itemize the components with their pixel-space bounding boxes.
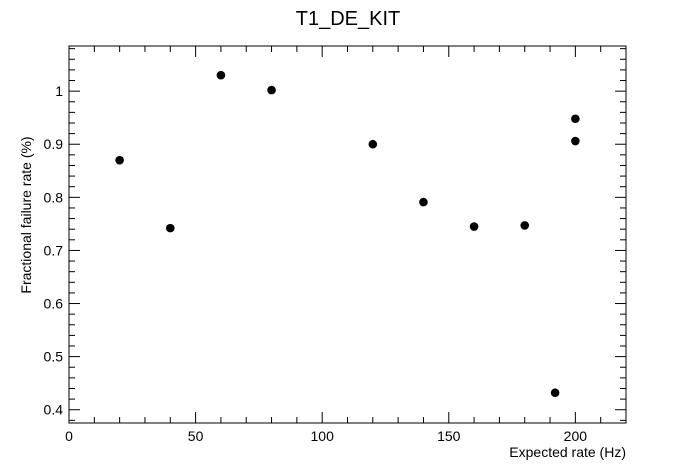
y-axis: 0.4 0.5 0.6 0.7 0.8 0.9 1 [44,48,626,421]
data-point [368,139,378,149]
x-axis: 0 50 100 150 200 [65,46,627,444]
data-point [216,70,226,80]
x-axis-label: Expected rate (Hz) [509,444,626,460]
y-tick-label: 1 [55,83,63,99]
data-point [571,114,580,124]
y-tick-label: 0.7 [44,242,64,258]
plot-frame [68,45,627,424]
data-points [115,70,580,398]
y-tick-label: 0.6 [44,296,64,312]
data-point [267,85,276,95]
y-tick-label: 0.9 [44,136,64,152]
data-point [115,155,124,165]
y-tick-label: 0.4 [44,402,64,418]
x-tick-label: 0 [65,428,73,444]
data-point [571,136,580,146]
data-point [165,223,175,233]
chart-title: T1_DE_KIT [296,8,400,30]
y-tick-label: 0.8 [44,189,64,205]
y-axis-label: Fractional failure rate (%) [18,136,34,293]
x-tick-label: 100 [311,428,335,444]
x-tick-label: 50 [188,428,204,444]
x-tick-label: 150 [437,428,461,444]
data-point [520,221,530,230]
x-tick-label: 200 [564,428,588,444]
data-point [469,222,479,231]
y-tick-label: 0.5 [44,349,64,365]
data-point [550,388,560,398]
data-point [419,197,428,207]
